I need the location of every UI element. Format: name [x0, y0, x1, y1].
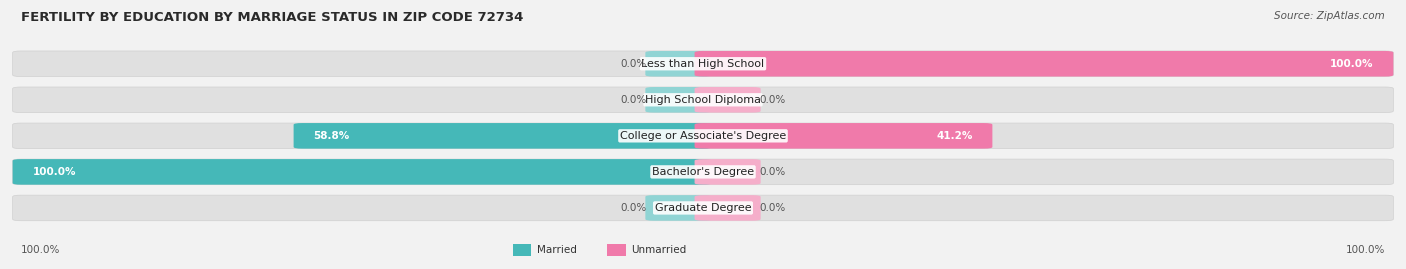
FancyBboxPatch shape	[294, 123, 711, 149]
Text: 100.0%: 100.0%	[32, 167, 76, 177]
FancyBboxPatch shape	[13, 159, 711, 185]
Text: 100.0%: 100.0%	[1346, 245, 1385, 255]
FancyBboxPatch shape	[13, 159, 1393, 185]
Text: Source: ZipAtlas.com: Source: ZipAtlas.com	[1274, 11, 1385, 21]
Text: FERTILITY BY EDUCATION BY MARRIAGE STATUS IN ZIP CODE 72734: FERTILITY BY EDUCATION BY MARRIAGE STATU…	[21, 11, 523, 24]
FancyBboxPatch shape	[13, 87, 1393, 113]
Text: Bachelor's Degree: Bachelor's Degree	[652, 167, 754, 177]
FancyBboxPatch shape	[645, 195, 711, 221]
Text: Less than High School: Less than High School	[641, 59, 765, 69]
Text: College or Associate's Degree: College or Associate's Degree	[620, 131, 786, 141]
FancyBboxPatch shape	[695, 123, 993, 149]
FancyBboxPatch shape	[695, 159, 761, 185]
Text: 0.0%: 0.0%	[759, 203, 786, 213]
FancyBboxPatch shape	[695, 195, 761, 221]
Text: 0.0%: 0.0%	[620, 203, 647, 213]
FancyBboxPatch shape	[13, 51, 1393, 77]
Bar	[607, 244, 626, 256]
FancyBboxPatch shape	[645, 87, 711, 113]
Text: 0.0%: 0.0%	[620, 95, 647, 105]
Text: Graduate Degree: Graduate Degree	[655, 203, 751, 213]
FancyBboxPatch shape	[695, 87, 761, 113]
FancyBboxPatch shape	[13, 195, 1393, 221]
Text: 0.0%: 0.0%	[759, 167, 786, 177]
FancyBboxPatch shape	[645, 51, 711, 77]
Text: 0.0%: 0.0%	[620, 59, 647, 69]
FancyBboxPatch shape	[695, 51, 1393, 77]
Text: 58.8%: 58.8%	[314, 131, 350, 141]
Text: Married: Married	[537, 245, 576, 255]
Bar	[513, 244, 531, 256]
Text: Unmarried: Unmarried	[631, 245, 686, 255]
Text: 0.0%: 0.0%	[759, 95, 786, 105]
Text: 100.0%: 100.0%	[21, 245, 60, 255]
FancyBboxPatch shape	[13, 123, 1393, 149]
Text: 100.0%: 100.0%	[1330, 59, 1374, 69]
Text: High School Diploma: High School Diploma	[645, 95, 761, 105]
Text: 41.2%: 41.2%	[936, 131, 973, 141]
